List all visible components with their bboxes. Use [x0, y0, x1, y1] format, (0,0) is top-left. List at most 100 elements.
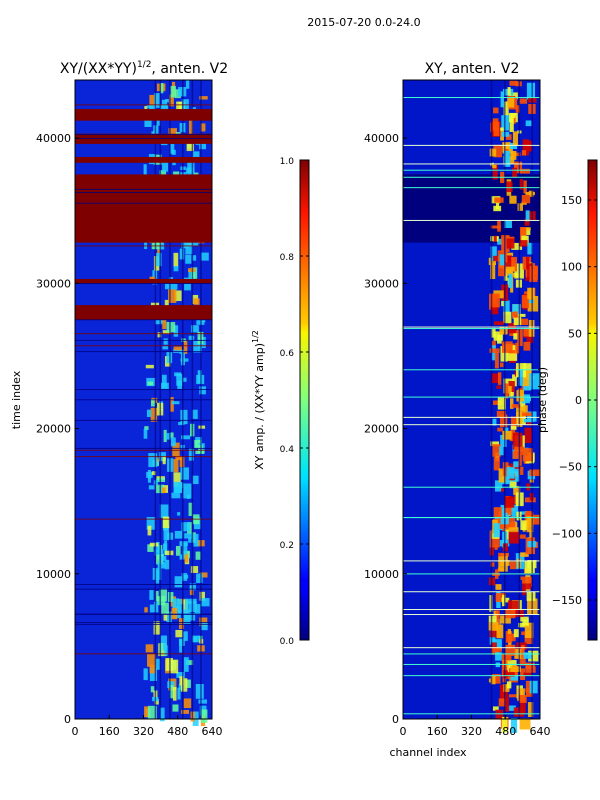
phase-cell: [512, 432, 523, 450]
phase-low-band: [403, 174, 540, 243]
phase-time-line: [403, 614, 540, 616]
amplitude-cell: [147, 469, 151, 483]
phase-cell: [493, 144, 503, 158]
amplitude-cell: [176, 671, 185, 678]
phase-cell: [502, 462, 509, 476]
phase-cell: [491, 647, 502, 652]
phase-cell: [519, 168, 530, 174]
amplitude-cell: [174, 372, 182, 377]
phase-cell: [493, 457, 500, 471]
phase-cell: [508, 531, 520, 544]
phase-cell: [493, 235, 497, 242]
phase-cell: [508, 273, 513, 289]
phase-cell: [510, 113, 516, 118]
amplitude-time-line: [75, 449, 212, 451]
amplitude-cell: [184, 553, 189, 563]
amplitude-cell: [194, 440, 202, 449]
phase-cell: [504, 220, 512, 229]
phase-cell: [526, 591, 536, 601]
phase-cell: [507, 629, 512, 635]
phase-time-line: [403, 97, 540, 99]
phase-time-line: [403, 609, 540, 611]
phase-cell: [502, 594, 506, 607]
y-tick-label-0-20000: 20000: [36, 423, 71, 436]
amplitude-cell: [149, 604, 159, 613]
phase-cell: [489, 530, 500, 548]
phase-time-line: [403, 591, 540, 593]
phase-cell: [496, 410, 507, 418]
phase-cell: [515, 81, 522, 87]
phase-cell: [509, 478, 517, 489]
amplitude-cell: [195, 684, 204, 699]
phase-cell: [523, 672, 532, 677]
amplitude-cell: [193, 298, 200, 305]
phase-xlabel: channel index: [389, 746, 467, 759]
amplitude-cell: [174, 290, 182, 302]
amplitude-cell: [167, 681, 175, 689]
phase-cell: [523, 327, 534, 337]
phase-cell: [527, 299, 534, 304]
amplitude-cell: [185, 679, 191, 688]
amplitude-saturated-band: [75, 174, 212, 243]
amplitude-cell: [200, 123, 206, 132]
colorbar-tick-label-1-0: −150: [552, 594, 582, 607]
phase-cell: [505, 134, 512, 140]
amplitude-cell: [180, 409, 188, 425]
colorbar-tick-label-0-2: 0.4: [280, 445, 295, 455]
phase-cell: [521, 394, 530, 404]
amplitude-panel: XY/(XX*YY)1/2, anten. V2 0 160 320 480 640 0 1…: [10, 60, 228, 738]
x-tick-label-0-320: 320: [133, 725, 154, 738]
phase-time-line: [403, 653, 540, 655]
phase-cell: [500, 91, 504, 108]
phase-cell: [494, 197, 504, 203]
amplitude-cell: [198, 699, 207, 704]
x-tick-label-1-0: 0: [400, 725, 407, 738]
phase-time-line: [403, 144, 540, 146]
amplitude-cell: [149, 94, 158, 106]
phase-cell: [493, 331, 503, 341]
amplitude-cell: [182, 483, 192, 499]
phase-cell: [521, 579, 531, 584]
phase-cell: [504, 255, 512, 271]
phase-cell: [501, 341, 513, 353]
phase-time-line: [403, 416, 540, 418]
amplitude-cell: [149, 542, 159, 547]
amplitude-cell: [180, 467, 189, 480]
amplitude-time-line: [75, 345, 212, 347]
amplitude-time-line: [75, 138, 212, 139]
amplitude-cell: [167, 280, 171, 289]
amplitude-cell: [178, 599, 182, 614]
phase-cell: [490, 246, 497, 262]
phase-cell: [493, 507, 502, 519]
phase-cell: [518, 318, 529, 325]
amplitude-cell: [155, 658, 161, 670]
amplitude-cell: [183, 631, 188, 641]
phase-cell: [495, 593, 506, 602]
amplitude-time-line: [75, 319, 212, 321]
phase-cell: [505, 644, 516, 656]
phase-colorbar-label: phase (deg): [536, 367, 549, 433]
amplitude-time-line: [75, 200, 212, 202]
phase-time-line: [403, 424, 540, 426]
phase-time-line: [403, 573, 540, 575]
phase-cell: [523, 341, 531, 351]
phase-cell: [489, 148, 497, 157]
colorbar-tick-label-1-2: −50: [559, 461, 582, 474]
phase-cell: [524, 560, 535, 573]
phase-time-line: [403, 219, 540, 221]
amplitude-cell: [186, 167, 195, 174]
phase-cell: [525, 666, 536, 673]
amplitude-cell: [163, 338, 168, 345]
phase-cell: [522, 583, 532, 590]
phase-panel: XY, anten. V2 0 160 320 480 640 0 10000 20000 30…: [364, 61, 551, 759]
amplitude-time-line: [75, 114, 212, 116]
amplitude-cell: [174, 89, 181, 99]
amplitude-cell: [163, 525, 170, 541]
phase-cell: [504, 608, 516, 619]
phase-cell: [492, 164, 498, 180]
colorbar-tick-label-0-1: 0.2: [280, 541, 294, 551]
phase-cell: [521, 194, 531, 204]
amplitude-time-line: [75, 653, 212, 655]
phase-cell: [504, 427, 509, 434]
amplitude-cell: [168, 277, 174, 281]
